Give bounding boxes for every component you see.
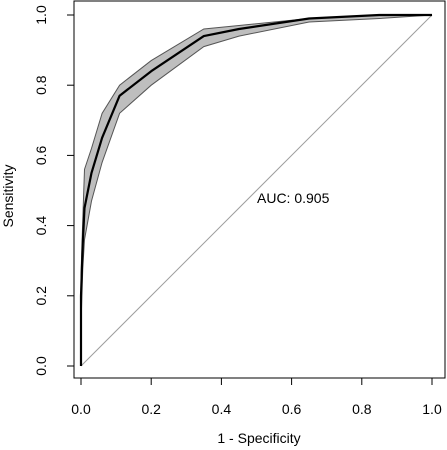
- y-tick-label: 0.6: [33, 145, 49, 165]
- x-tick-label: 0.4: [212, 401, 232, 417]
- roc-curve-layer: [79, 13, 432, 366]
- reference-line-layer: [80, 14, 433, 367]
- roc-curve: [79, 13, 432, 366]
- y-axis: 0.0 0.2 0.4 0.6 0.8 1.0: [33, 5, 75, 376]
- y-tick-label: 0.8: [33, 75, 49, 95]
- auc-annotation: AUC: 0.905: [257, 190, 330, 206]
- y-tick-label: 0.4: [33, 216, 49, 236]
- y-tick-label: 0.0: [33, 356, 49, 376]
- x-tick-label: 0.6: [282, 401, 302, 417]
- y-tick-label: 1.0: [33, 5, 49, 25]
- x-tick-label: 0.2: [141, 401, 161, 417]
- x-tick-label: 1.0: [422, 401, 442, 417]
- confidence-band-layer: [80, 14, 433, 366]
- y-axis-label: Sensitivity: [0, 164, 16, 227]
- x-axis-label: 1 - Specificity: [217, 430, 300, 446]
- y-tick-label: 0.2: [33, 286, 49, 306]
- x-tick-label: 0.0: [71, 401, 91, 417]
- reference-diagonal: [80, 14, 433, 367]
- x-tick-label: 0.8: [352, 401, 372, 417]
- x-axis: 0.0 0.2 0.4 0.6 0.8 1.0: [71, 377, 442, 417]
- confidence-band: [80, 14, 433, 366]
